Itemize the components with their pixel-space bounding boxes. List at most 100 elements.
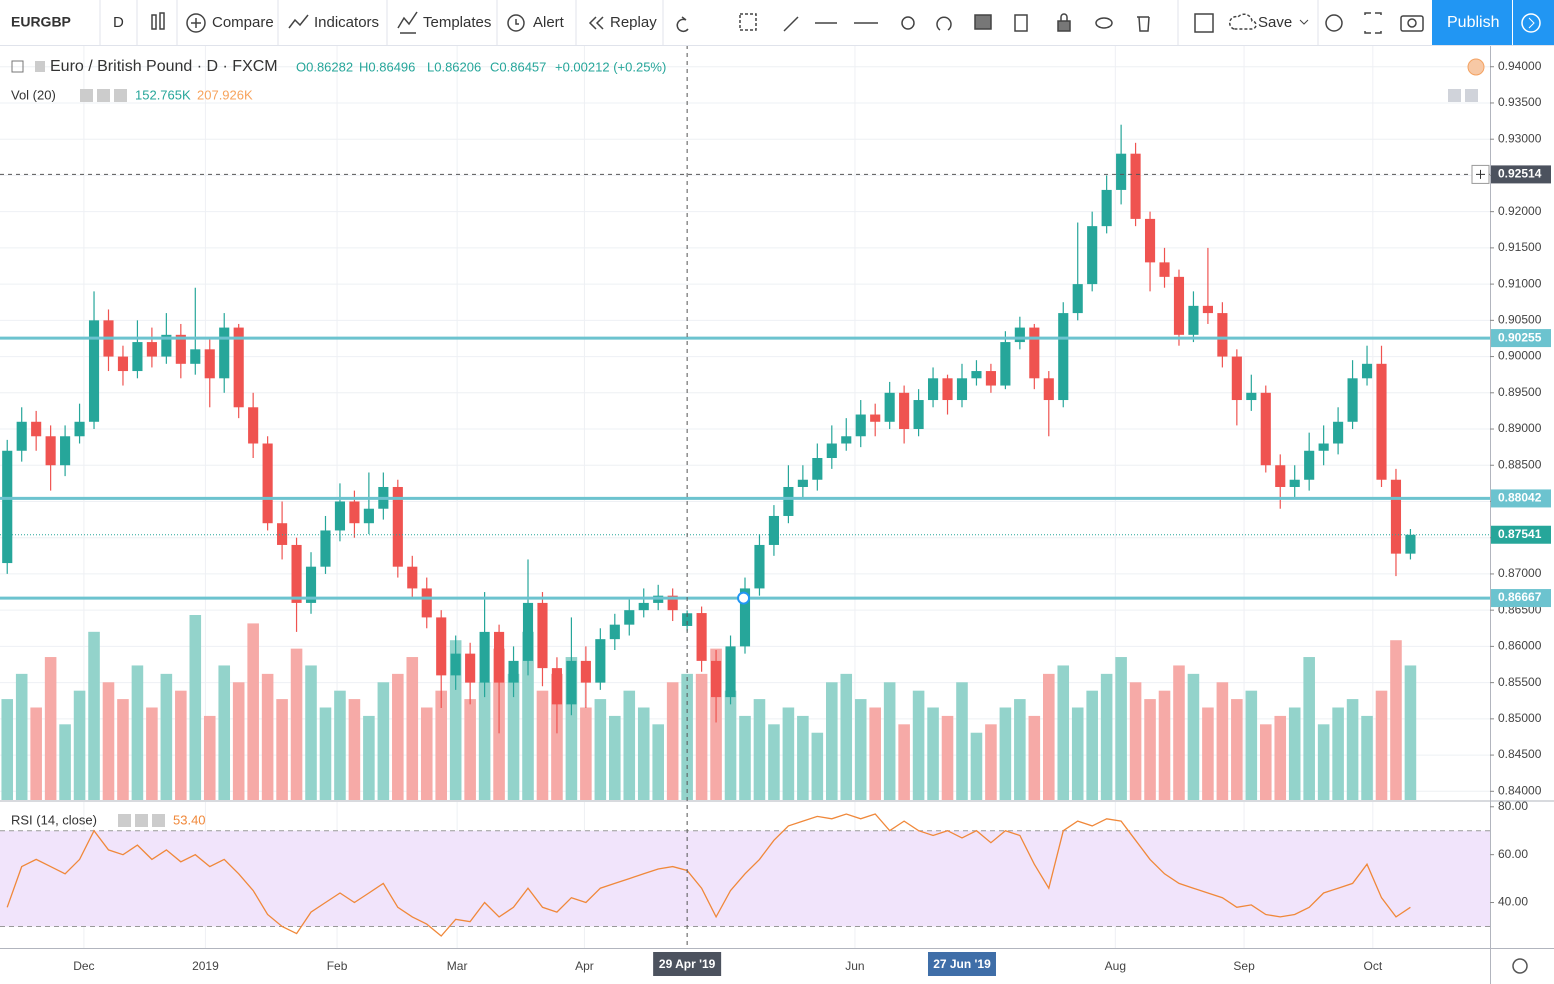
- save-button[interactable]: Save: [1258, 14, 1292, 31]
- interval[interactable]: D: [113, 14, 124, 31]
- volume-bar: [319, 707, 332, 800]
- publish-button[interactable]: Publish: [1447, 14, 1499, 31]
- date-marker-bg: [927, 952, 996, 976]
- y-tick-label: 0.89500: [1498, 385, 1542, 399]
- candle-body: [1304, 450, 1315, 480]
- status-dot[interactable]: [1467, 58, 1485, 76]
- volume-bar: [1361, 715, 1373, 800]
- volume-icons: [80, 89, 127, 102]
- candle-body: [580, 660, 591, 683]
- legend-high: H0.86496: [359, 59, 415, 74]
- volume-bar: [1216, 682, 1229, 800]
- crosshair-price-bg: [1491, 165, 1551, 184]
- collapse-icon[interactable]: [11, 60, 24, 73]
- volume-bar: [652, 724, 664, 800]
- compare-button[interactable]: Compare: [212, 14, 274, 31]
- volume-bar: [247, 623, 259, 800]
- toolbar-icons: [151, 11, 1424, 34]
- candle-body: [407, 566, 418, 589]
- candle-body: [682, 613, 693, 626]
- candle-body: [204, 349, 215, 379]
- candle-body: [146, 342, 157, 357]
- volume-bar: [1043, 673, 1055, 800]
- candle-body: [1159, 262, 1170, 277]
- volume-bar: [580, 707, 592, 800]
- x-tick-label: Mar: [447, 959, 468, 973]
- templates-button[interactable]: Templates: [423, 14, 491, 31]
- candle-body: [233, 327, 244, 408]
- settings-icon[interactable]: [1512, 958, 1528, 974]
- volume-bar: [985, 724, 997, 800]
- candle-body: [696, 613, 707, 661]
- x-tick-label: Sep: [1233, 959, 1255, 973]
- volume-bar: [883, 682, 896, 800]
- volume-ma-value: 207.926K: [197, 87, 253, 102]
- y-tick-label: 0.90500: [1498, 313, 1542, 327]
- candle-body: [1390, 479, 1402, 554]
- candle-body: [1014, 327, 1025, 343]
- volume-bar: [420, 707, 433, 800]
- y-tick-label: 0.85000: [1498, 711, 1542, 725]
- rsi-label: RSI (14, close): [11, 812, 97, 827]
- price-label: 0.88042: [1498, 491, 1542, 505]
- candle-body: [1202, 305, 1213, 314]
- volume-bar: [261, 673, 274, 800]
- rsi-icons: [118, 814, 165, 827]
- candle-body: [436, 617, 447, 676]
- y-tick-label: 0.86000: [1498, 639, 1542, 653]
- rsi-line: [6, 813, 1411, 937]
- volume-bar: [44, 657, 57, 800]
- volume-bar: [73, 690, 86, 800]
- volume-bar: [1028, 715, 1041, 800]
- y-tick-label: 0.89000: [1498, 421, 1542, 435]
- volume-bar: [290, 648, 303, 800]
- volume-bar: [59, 724, 71, 800]
- y-tick-label: 0.93000: [1498, 131, 1542, 145]
- x-tick-label: 2019: [192, 959, 219, 973]
- volume-bar: [348, 699, 361, 800]
- candle-body: [826, 443, 837, 459]
- volume-bar: [999, 707, 1012, 800]
- symbol[interactable]: EURGBP: [11, 14, 71, 30]
- y-tick-label: 0.90000: [1498, 349, 1542, 363]
- crosshair-date-bg: [653, 952, 722, 976]
- candle-body: [450, 653, 461, 676]
- volume-bar: [276, 699, 288, 800]
- volume-bar: [30, 707, 42, 800]
- candle-body: [60, 436, 71, 466]
- candle-body: [927, 378, 939, 401]
- volume-bar: [334, 690, 346, 800]
- x-tick-label: Jun: [845, 959, 864, 973]
- symbol-icon: [35, 61, 45, 72]
- indicators-button[interactable]: Indicators: [314, 14, 379, 31]
- candle-body: [349, 501, 360, 524]
- candle-body: [609, 624, 620, 640]
- volume-bar: [435, 690, 447, 800]
- volume-bar: [1303, 657, 1315, 800]
- alert-button[interactable]: Alert: [533, 14, 565, 31]
- candle-body: [1072, 284, 1083, 314]
- candle-body: [262, 443, 273, 524]
- volume-bar: [1158, 690, 1171, 800]
- volume-bar: [797, 715, 809, 800]
- volume-bar: [1332, 707, 1344, 800]
- candle-body: [1405, 534, 1416, 554]
- volume-bar: [724, 690, 737, 800]
- replay-button[interactable]: Replay: [610, 14, 657, 31]
- crosshair-date-label: 29 Apr '19: [659, 957, 716, 971]
- volume-bar: [102, 682, 115, 800]
- stream-arrow: [1528, 17, 1535, 29]
- volume-bar: [1259, 724, 1272, 800]
- date-marker-label: 27 Jun '19: [933, 957, 991, 971]
- stream-icon: [1521, 13, 1541, 33]
- candle-body: [479, 631, 490, 683]
- pane-buttons[interactable]: [1448, 89, 1478, 102]
- candle-body: [1058, 313, 1069, 401]
- price-label: 0.90255: [1498, 330, 1542, 344]
- toolbar-separators: [99, 0, 1319, 45]
- volume-bar: [739, 715, 751, 800]
- volume-bar: [392, 673, 404, 800]
- publish-bg[interactable]: [1432, 0, 1512, 45]
- volume-bar: [1173, 665, 1185, 800]
- candle-body: [1144, 218, 1156, 263]
